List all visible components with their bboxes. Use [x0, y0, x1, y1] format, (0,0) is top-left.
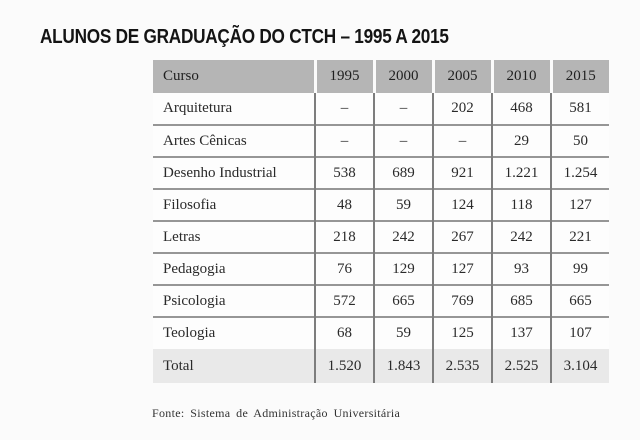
value-cell: 218	[314, 220, 374, 253]
graduation-table: Curso 1995 2000 2005 2010 2015 Arquitetu…	[153, 60, 609, 383]
column-header-curso: Curso	[153, 60, 315, 93]
value-cell: 921	[432, 156, 492, 189]
value-cell: 129	[373, 252, 433, 285]
value-cell: 59	[373, 188, 433, 221]
value-cell: 107	[550, 316, 609, 349]
value-cell: 50	[550, 124, 609, 157]
value-cell: 127	[432, 252, 492, 285]
column-header-2015: 2015	[549, 60, 609, 93]
total-row: Total 1.520 1.843 2.535 2.525 3.104	[153, 349, 609, 383]
table-row-psicologia: Psicologia 572 665 769 685 665	[153, 284, 609, 317]
table-row-teologia: Teologia 68 59 125 137 107	[153, 316, 609, 349]
value-cell: 99	[550, 252, 609, 285]
value-cell: 242	[373, 220, 433, 253]
value-cell: 267	[432, 220, 492, 253]
value-cell: 468	[491, 93, 551, 125]
source-note: Fonte: Sistema de Administração Universi…	[152, 406, 401, 420]
value-cell: 76	[314, 252, 374, 285]
total-value-cell: 2.535	[432, 349, 492, 383]
value-cell: 93	[491, 252, 551, 285]
value-cell: 769	[432, 284, 492, 317]
table-row-arquitetura: Arquitetura – – 202 468 581	[153, 93, 609, 125]
value-cell: 581	[550, 93, 609, 125]
total-value-cell: 3.104	[550, 349, 609, 383]
table-row-pedagogia: Pedagogia 76 129 127 93 99	[153, 252, 609, 285]
value-cell: 48	[314, 188, 374, 221]
column-header-1995: 1995	[313, 60, 374, 93]
value-cell: 127	[550, 188, 609, 221]
value-cell: 242	[491, 220, 551, 253]
value-cell: 1.221	[491, 156, 551, 189]
value-cell: 665	[373, 284, 433, 317]
course-cell: Teologia	[153, 316, 315, 349]
total-value-cell: 1.843	[373, 349, 433, 383]
value-cell: –	[314, 93, 374, 125]
value-cell: 125	[432, 316, 492, 349]
value-cell: 118	[491, 188, 551, 221]
course-cell: Desenho Industrial	[153, 156, 315, 189]
course-cell: Artes Cênicas	[153, 124, 315, 157]
column-header-2005: 2005	[431, 60, 492, 93]
value-cell: 124	[432, 188, 492, 221]
value-cell: 538	[314, 156, 374, 189]
value-cell: 221	[550, 220, 609, 253]
value-cell: 665	[550, 284, 609, 317]
page-title: ALUNOS DE GRADUAÇÃO DO CTCH – 1995 A 201…	[40, 26, 449, 48]
value-cell: 29	[491, 124, 551, 157]
value-cell: 1.254	[550, 156, 609, 189]
table-row-filosofia: Filosofia 48 59 124 118 127	[153, 188, 609, 221]
value-cell: 572	[314, 284, 374, 317]
total-value-cell: 2.525	[491, 349, 551, 383]
value-cell: –	[314, 124, 374, 157]
value-cell: 689	[373, 156, 433, 189]
course-cell: Psicologia	[153, 284, 315, 317]
value-cell: 68	[314, 316, 374, 349]
course-cell: Arquitetura	[153, 93, 315, 125]
value-cell: –	[373, 124, 433, 157]
value-cell: 59	[373, 316, 433, 349]
total-label-cell: Total	[153, 349, 315, 383]
value-cell: 685	[491, 284, 551, 317]
value-cell: 202	[432, 93, 492, 125]
table-row-desenho-industrial: Desenho Industrial 538 689 921 1.221 1.2…	[153, 156, 609, 189]
column-header-2010: 2010	[490, 60, 551, 93]
value-cell: 137	[491, 316, 551, 349]
table-row-artes-cenicas: Artes Cênicas – – – 29 50	[153, 124, 609, 157]
value-cell: –	[432, 124, 492, 157]
header-row: Curso 1995 2000 2005 2010 2015	[153, 60, 609, 93]
total-value-cell: 1.520	[314, 349, 374, 383]
course-cell: Letras	[153, 220, 315, 253]
graduation-table-container: Curso 1995 2000 2005 2010 2015 Arquitetu…	[153, 60, 609, 383]
value-cell: –	[373, 93, 433, 125]
course-cell: Filosofia	[153, 188, 315, 221]
table-row-letras: Letras 218 242 267 242 221	[153, 220, 609, 253]
column-header-2000: 2000	[372, 60, 433, 93]
course-cell: Pedagogia	[153, 252, 315, 285]
